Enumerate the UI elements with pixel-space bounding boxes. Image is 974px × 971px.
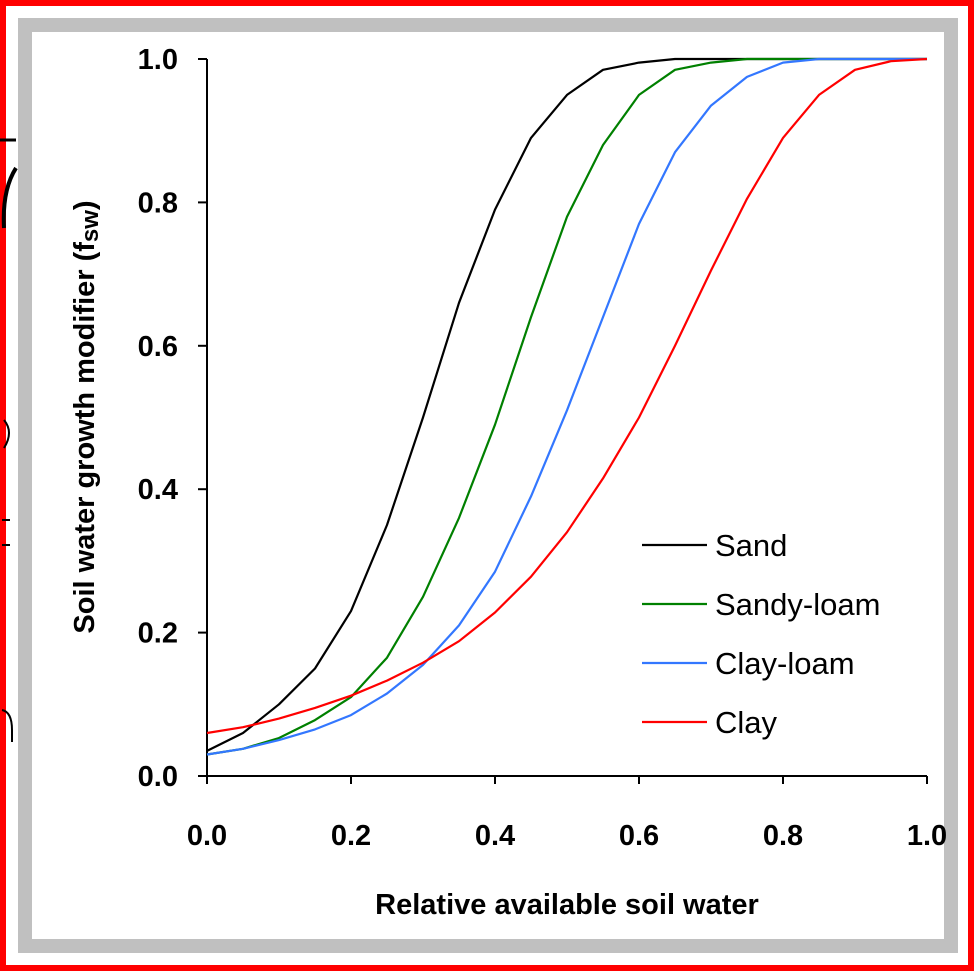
legend-label-sand: Sand bbox=[715, 528, 787, 563]
x-tick-label: 0.6 bbox=[619, 820, 659, 852]
x-tick-label: 0.4 bbox=[475, 820, 515, 852]
legend-label-sandy-loam: Sandy-loam bbox=[715, 587, 880, 622]
y-tick-label: 0.4 bbox=[138, 474, 178, 506]
series-line-clay bbox=[206, 57, 928, 735]
x-axis-title: Relative available soil water bbox=[375, 889, 759, 921]
chart-panel bbox=[18, 18, 958, 953]
x-tick-label: 0.8 bbox=[763, 820, 803, 852]
series-line-clay-loam bbox=[206, 57, 927, 756]
y-tick-label: 0.2 bbox=[138, 618, 178, 650]
y-tick-label: 0.8 bbox=[138, 187, 178, 219]
chart-axes bbox=[206, 59, 927, 777]
tick-labels: 0.0 0.2 0.4 0.6 0.8 1.0 0.0 0.2 0.4 0.6 0.8 1.0 bbox=[138, 44, 947, 852]
legend: Sand Sandy-loam Clay-loam Clay bbox=[642, 528, 880, 740]
axis-ticks bbox=[198, 58, 928, 784]
x-tick-label: 0.0 bbox=[187, 820, 227, 852]
y-axis-title-main: Soil water growth modifier (f bbox=[69, 242, 101, 634]
y-tick-label: 1.0 bbox=[138, 44, 178, 76]
x-tick-label: 1.0 bbox=[907, 820, 947, 852]
x-tick-label: 0.2 bbox=[331, 820, 371, 852]
series-line-sandy-loam bbox=[206, 57, 927, 756]
series-lines bbox=[206, 57, 928, 756]
series-line-sand bbox=[206, 57, 927, 752]
y-axis-title: Soil water growth modifier (fsw) bbox=[69, 200, 104, 633]
legend-label-clay: Clay bbox=[715, 705, 778, 740]
y-axis-title-subscript: sw bbox=[77, 210, 104, 242]
y-tick-label: 0.0 bbox=[138, 761, 178, 793]
y-axis-title-close: ) bbox=[69, 200, 101, 210]
legend-label-clay-loam: Clay-loam bbox=[715, 646, 855, 681]
y-tick-label: 0.6 bbox=[138, 331, 178, 363]
